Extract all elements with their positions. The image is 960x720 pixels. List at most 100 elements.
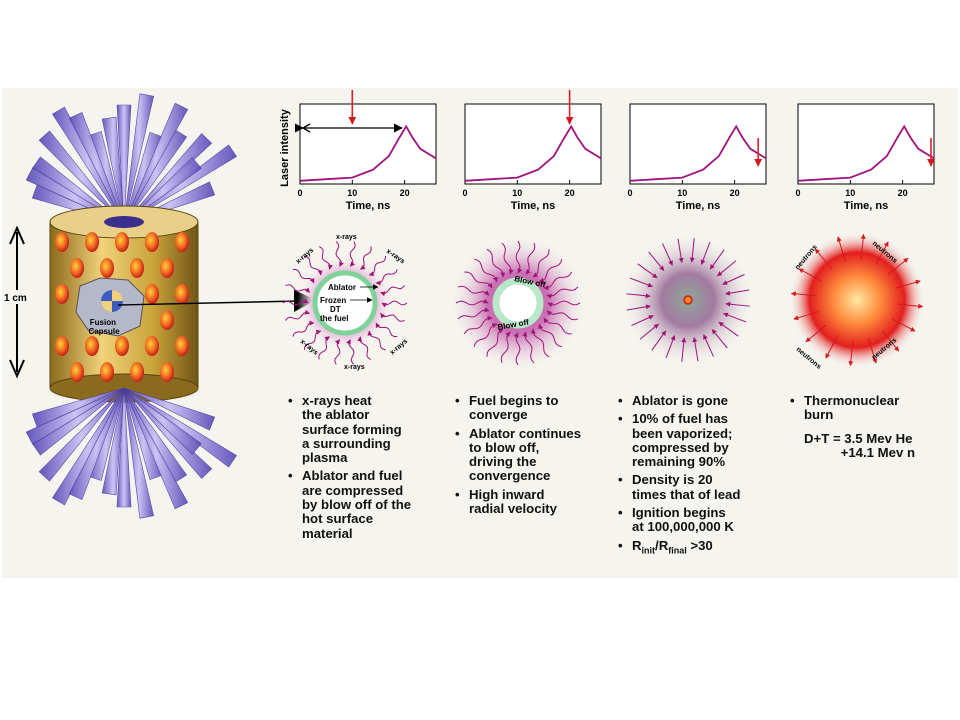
bullet-dot: • bbox=[455, 425, 460, 441]
neutron-arrow bbox=[798, 268, 822, 282]
neutron-arrow bbox=[805, 324, 827, 343]
hohlraum-hole bbox=[175, 336, 189, 356]
x-tick-label: 10 bbox=[347, 188, 357, 198]
bullet-dot: • bbox=[618, 537, 623, 553]
implosion-arrow bbox=[722, 274, 745, 285]
neutron-arrow bbox=[790, 291, 818, 297]
bullet-text: Thermonuclear burn bbox=[804, 393, 900, 423]
bullet-text: Ablator is gone bbox=[632, 393, 728, 408]
neutron-arrow bbox=[860, 233, 866, 261]
hohlraum-hole bbox=[160, 362, 174, 382]
implosion-arrow bbox=[692, 337, 699, 362]
neutron-arrow bbox=[814, 248, 833, 270]
xray-label: x-rays bbox=[336, 234, 357, 241]
neutron-arrow bbox=[868, 338, 878, 364]
stage2-description: • Fuel begins to converge • Ablator continu… bbox=[455, 393, 625, 520]
implosion-arrow bbox=[662, 243, 673, 266]
xray-wave bbox=[375, 269, 398, 286]
pulse-curve bbox=[629, 124, 767, 182]
neutron-arrow bbox=[887, 257, 909, 276]
implosion-arrow bbox=[689, 238, 695, 263]
capsule-label-line2: Capsule bbox=[88, 327, 120, 336]
fuel-label-line: DT bbox=[330, 305, 341, 314]
bullet-item: • Fuel begins to converge bbox=[455, 393, 625, 423]
capsule-label: Fusion Capsule bbox=[88, 318, 120, 336]
bullet-text: Density is 20 times that of lead bbox=[632, 472, 741, 502]
hohlraum-hole bbox=[55, 336, 69, 356]
x-tick-label: 10 bbox=[677, 188, 687, 198]
xray-wave bbox=[349, 241, 356, 267]
hohlraum-cylinder bbox=[49, 205, 199, 403]
hohlraum-hole bbox=[175, 284, 189, 304]
x-tick-label: 0 bbox=[627, 188, 632, 198]
xray-wave bbox=[318, 246, 333, 270]
xray-wave bbox=[359, 246, 372, 270]
upper-laser-beams bbox=[25, 93, 237, 225]
hohlraum-hole bbox=[145, 232, 159, 252]
xray-wave bbox=[515, 240, 523, 274]
stage3-description: • Ablator is gone • 10% of fuel has been va… bbox=[618, 393, 788, 562]
xray-wave bbox=[486, 248, 506, 278]
xray-wave bbox=[543, 317, 572, 335]
bullet-dot: • bbox=[288, 393, 293, 408]
hohlraum-hole bbox=[160, 258, 174, 278]
fusion-equation: D+T = 3.5 Mev He +14.1 Mev n bbox=[804, 431, 916, 461]
implosion-arrow bbox=[725, 289, 750, 296]
xray-wave bbox=[457, 285, 490, 296]
bullet-item-ratio: • Rinit/Rfinal >30 bbox=[618, 537, 788, 558]
implosion-arrow bbox=[626, 304, 651, 311]
x-tick-label: 10 bbox=[512, 188, 522, 198]
bullet-text: 10% of fuel has been vaporized; compress… bbox=[632, 411, 733, 470]
xray-wave bbox=[318, 336, 331, 360]
laser-plot-2: 0 10 20 Time, ns bbox=[462, 90, 602, 212]
laser-beam bbox=[25, 387, 125, 445]
x-axis-label: Time, ns bbox=[511, 200, 555, 212]
implosion-arrow bbox=[700, 241, 711, 265]
xray-wave bbox=[368, 256, 387, 277]
implosion-arrow bbox=[725, 301, 750, 307]
laser-beam bbox=[116, 104, 132, 225]
xray-wave bbox=[538, 259, 563, 283]
implosion-arrow bbox=[639, 323, 659, 340]
bullet-dot: • bbox=[618, 411, 623, 427]
x-tick-label: 20 bbox=[400, 188, 410, 198]
lower-laser-beams bbox=[25, 387, 237, 519]
xray-wave bbox=[375, 322, 398, 337]
hohlraum-hole bbox=[130, 362, 144, 382]
implosion-arrow bbox=[637, 263, 658, 279]
bullet-text: x-rays heat the ablator surface forming … bbox=[302, 393, 402, 466]
xray-wave bbox=[473, 323, 498, 347]
bullet-text: Fuel begins to converge bbox=[469, 393, 559, 423]
xray-wave bbox=[285, 284, 310, 293]
fuel-label-line: the fuel bbox=[320, 314, 348, 323]
xray-wave bbox=[292, 269, 315, 284]
stage1-description: • x-rays heat the ablator surface forming… bbox=[288, 393, 458, 545]
hohlraum-hole bbox=[70, 258, 84, 278]
laser-beam bbox=[123, 93, 155, 225]
radius-ratio: Rinit/Rfinal >30 bbox=[632, 537, 713, 556]
hohlraum-hole bbox=[175, 232, 189, 252]
capsule-label-line1: Fusion bbox=[90, 318, 116, 327]
hohlraum-hole bbox=[100, 258, 114, 278]
xray-wave bbox=[464, 271, 493, 289]
ablator-label: Ablator bbox=[328, 283, 356, 292]
neutron-arrow bbox=[895, 279, 921, 289]
x-axis-label: Time, ns bbox=[346, 200, 390, 212]
x-tick-label: 0 bbox=[297, 188, 302, 198]
xray-wave bbox=[335, 241, 344, 267]
implosion-arrow bbox=[681, 337, 687, 362]
hohlraum-hole bbox=[115, 232, 129, 252]
x-tick-label: 20 bbox=[898, 188, 908, 198]
xray-wave bbox=[486, 328, 504, 357]
laser-beam bbox=[123, 387, 216, 431]
bullet-item: • Ablator is gone bbox=[618, 393, 788, 408]
laser-beam bbox=[123, 102, 189, 225]
laser-plot-4: 0 10 20 Time, ns bbox=[795, 103, 935, 212]
xray-wave bbox=[513, 332, 521, 366]
xray-wave bbox=[474, 258, 498, 283]
stage2-capsule bbox=[450, 235, 586, 371]
scale-arrow bbox=[2, 225, 32, 379]
bullet-item: • x-rays heat the ablator surface forming… bbox=[288, 393, 458, 466]
xray-wave bbox=[546, 310, 579, 321]
